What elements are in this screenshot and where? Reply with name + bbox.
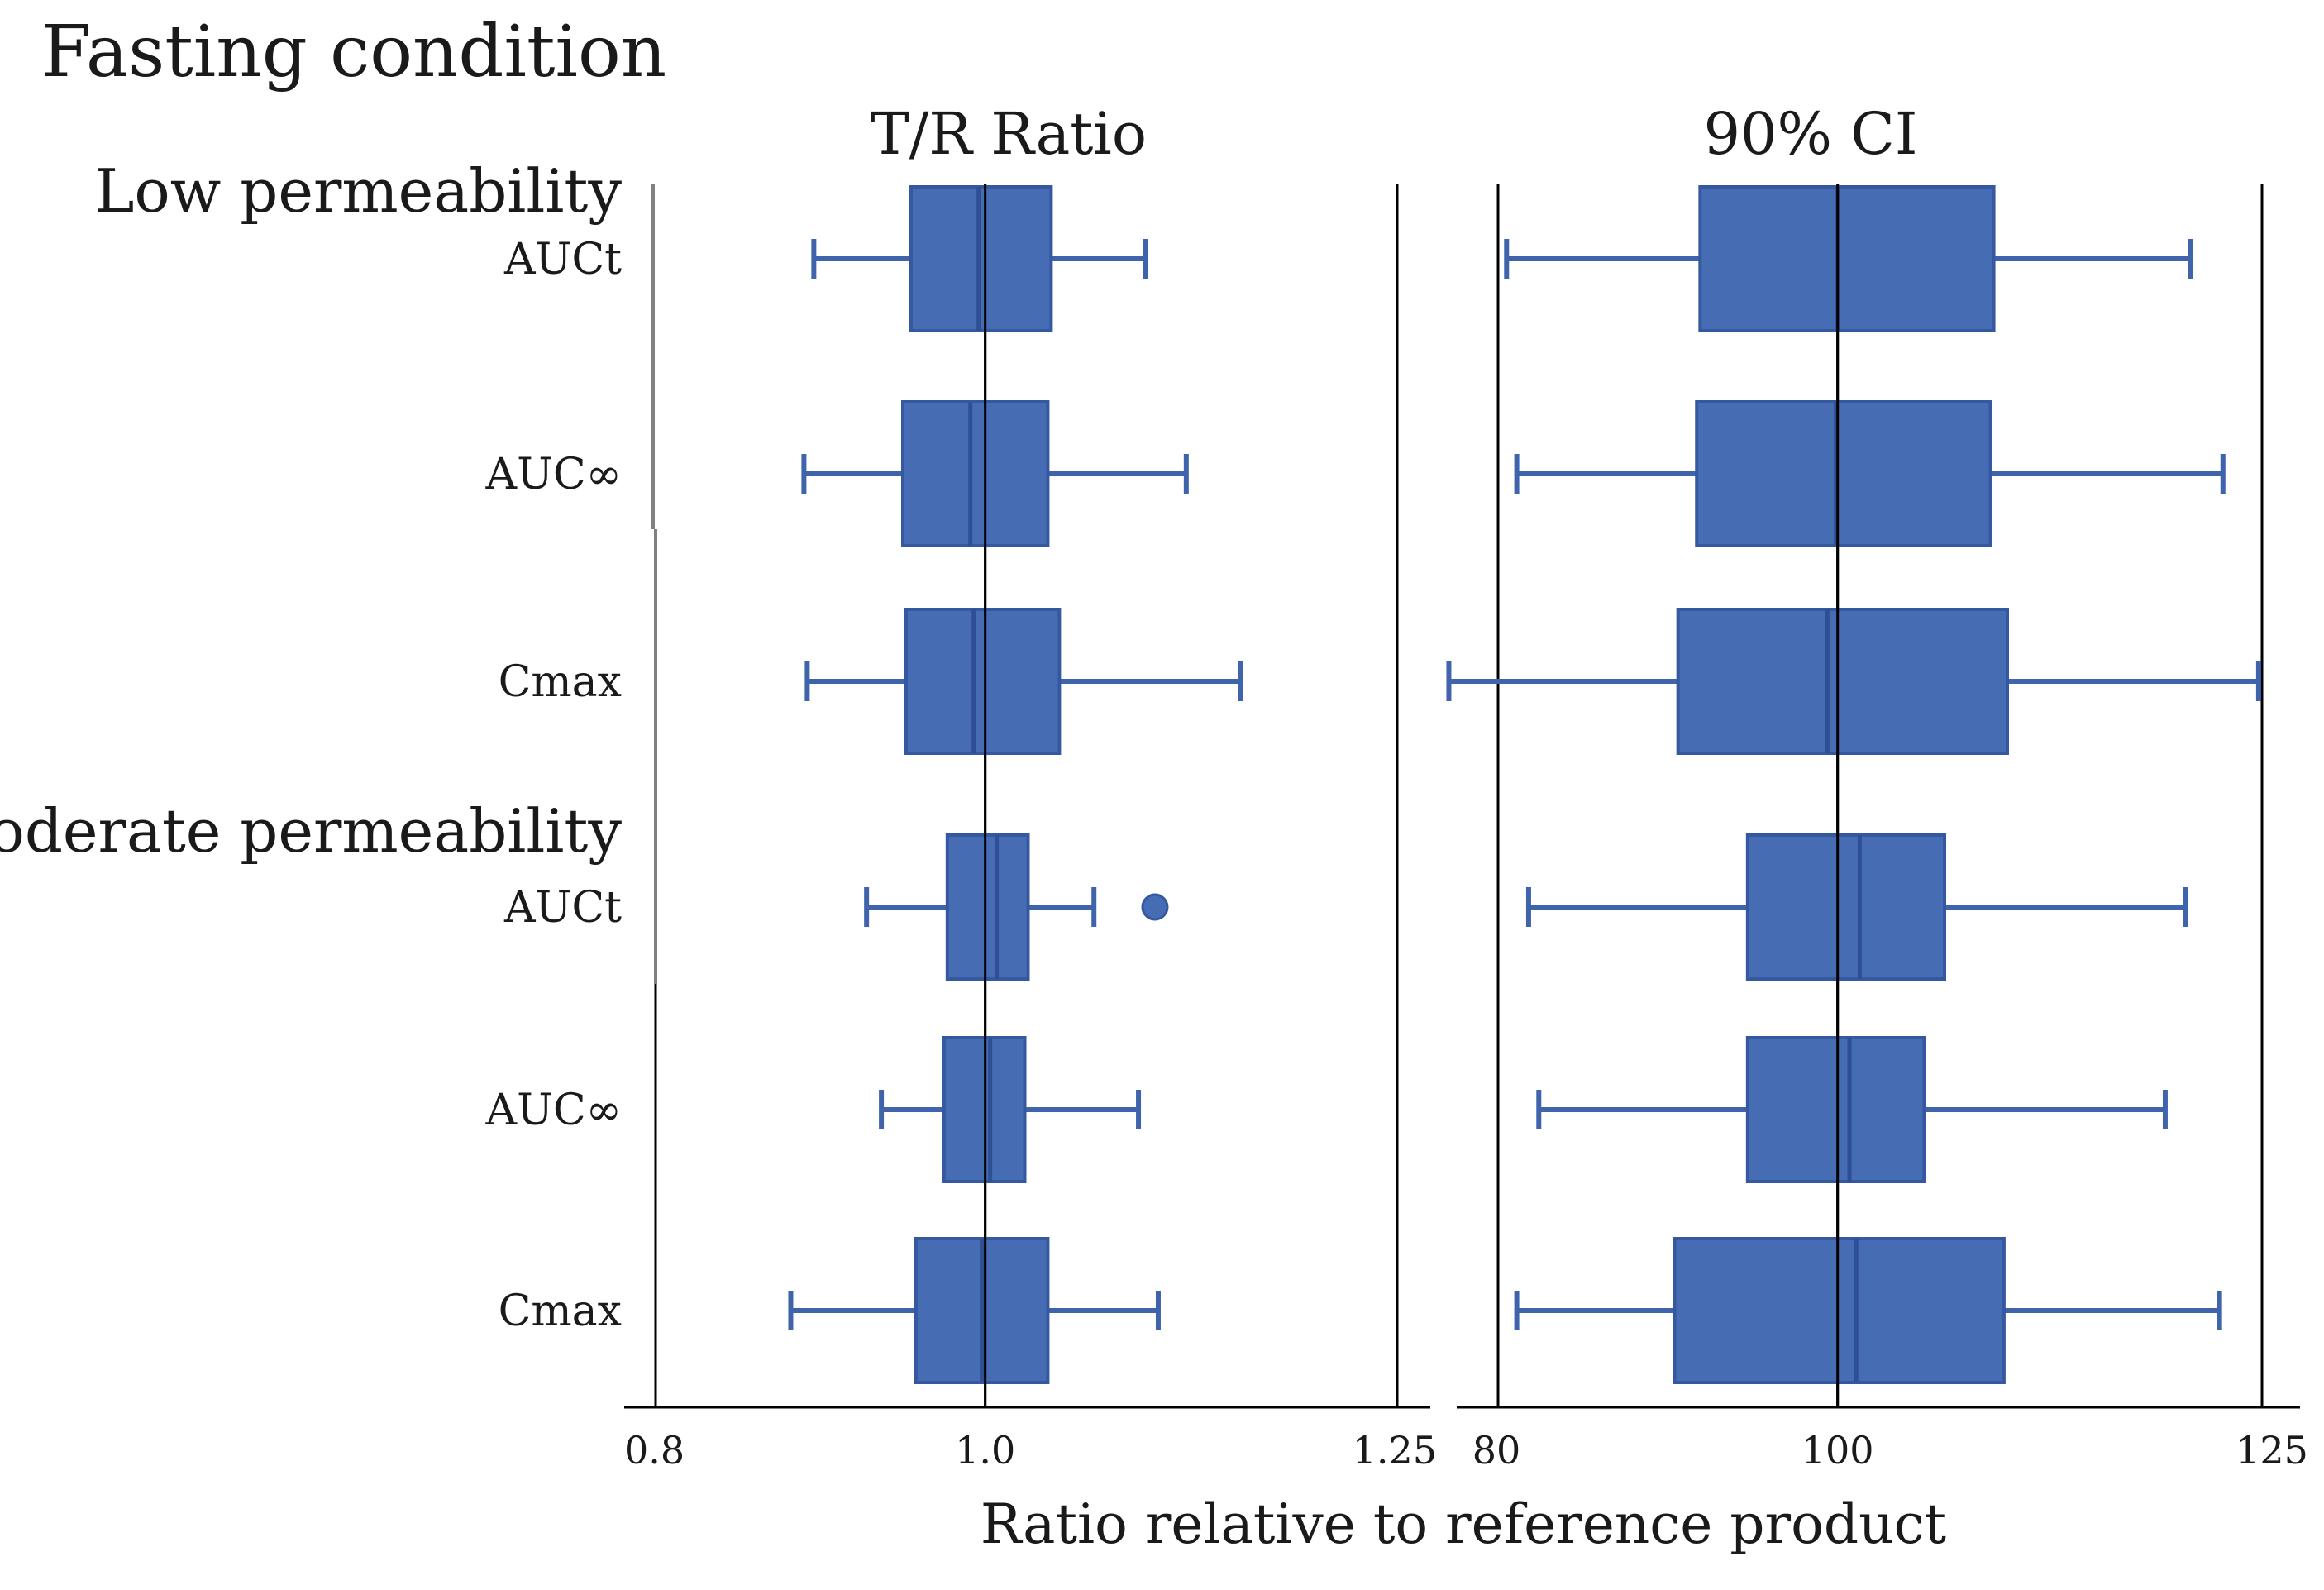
tick-label-90-ci-80: 80	[1472, 1428, 1521, 1473]
iqr-box-t-r-ratio-low-permeability-aucinf	[901, 400, 1050, 547]
iqr-box-90-ci-moderate-permeability-cmax	[1673, 1237, 2006, 1384]
panel-title-90ci: 90% CI	[1703, 100, 1917, 168]
box-90-ci-low-permeability-auct	[1504, 185, 2193, 332]
row-label-low-permeability-auct: AUCt	[503, 235, 622, 284]
iqr-box-90-ci-moderate-permeability-aucinf	[1745, 1036, 1926, 1183]
row-label-moderate-permeability-aucinf: AUC∞	[485, 1086, 622, 1135]
panel-tr-ratio: 0.8 1.0 1.25	[624, 184, 1437, 1473]
group-title-low-permeability: Low permeability	[95, 156, 623, 226]
iqr-box-t-r-ratio-low-permeability-cmax	[904, 608, 1062, 755]
box-t-r-ratio-moderate-permeability-auct	[864, 833, 1169, 981]
group-title-moderate-permeability: Moderate permeability	[0, 796, 622, 866]
x-axis-label: Ratio relative to reference product	[981, 1492, 1946, 1556]
panel-90ci: 80 100 125	[1446, 184, 2308, 1473]
tick-label-t-r-ratio-0-8: 0.8	[624, 1428, 685, 1473]
box-90-ci-low-permeability-cmax	[1446, 608, 2261, 755]
row-label-moderate-permeability-auct: AUCt	[503, 883, 622, 933]
row-label-low-permeability-cmax: Cmax	[499, 657, 622, 707]
panel-title-tr-ratio: T/R Ratio	[871, 100, 1147, 168]
box-90-ci-low-permeability-aucinf	[1514, 400, 2226, 547]
box-t-r-ratio-moderate-permeability-cmax	[788, 1237, 1161, 1384]
box-t-r-ratio-low-permeability-cmax	[804, 608, 1243, 755]
outlier-t-r-ratio-moderate-permeability-auct-0	[1141, 893, 1169, 921]
box-t-r-ratio-moderate-permeability-aucinf	[879, 1036, 1142, 1183]
chart-title: Fasting condition	[41, 11, 666, 93]
box-t-r-ratio-low-permeability-aucinf	[801, 400, 1189, 547]
row-label-moderate-permeability-cmax: Cmax	[499, 1287, 622, 1336]
box-90-ci-moderate-permeability-cmax	[1514, 1237, 2222, 1384]
iqr-box-90-ci-low-permeability-cmax	[1676, 608, 2009, 755]
tick-label-t-r-ratio-1-0: 1.0	[955, 1428, 1015, 1473]
iqr-box-t-r-ratio-moderate-permeability-auct	[945, 833, 1030, 981]
tick-label-90-ci-100: 100	[1801, 1428, 1874, 1473]
box-90-ci-moderate-permeability-aucinf	[1536, 1036, 2168, 1183]
iqr-box-90-ci-low-permeability-aucinf	[1695, 400, 1992, 547]
iqr-box-90-ci-low-permeability-auct	[1698, 185, 1996, 332]
row-labels: AUCt AUC∞ Cmax AUCt AUC∞ Cmax	[485, 235, 623, 1336]
tick-label-t-r-ratio-1-25: 1.25	[1353, 1428, 1437, 1473]
row-label-low-permeability-aucinf: AUC∞	[485, 450, 622, 499]
box-90-ci-moderate-permeability-auct	[1525, 833, 2188, 981]
iqr-box-90-ci-moderate-permeability-auct	[1745, 833, 1947, 981]
box-t-r-ratio-low-permeability-auct	[811, 185, 1148, 332]
tick-label-90-ci-125: 125	[2236, 1428, 2308, 1473]
iqr-box-t-r-ratio-low-permeability-auct	[909, 185, 1053, 332]
